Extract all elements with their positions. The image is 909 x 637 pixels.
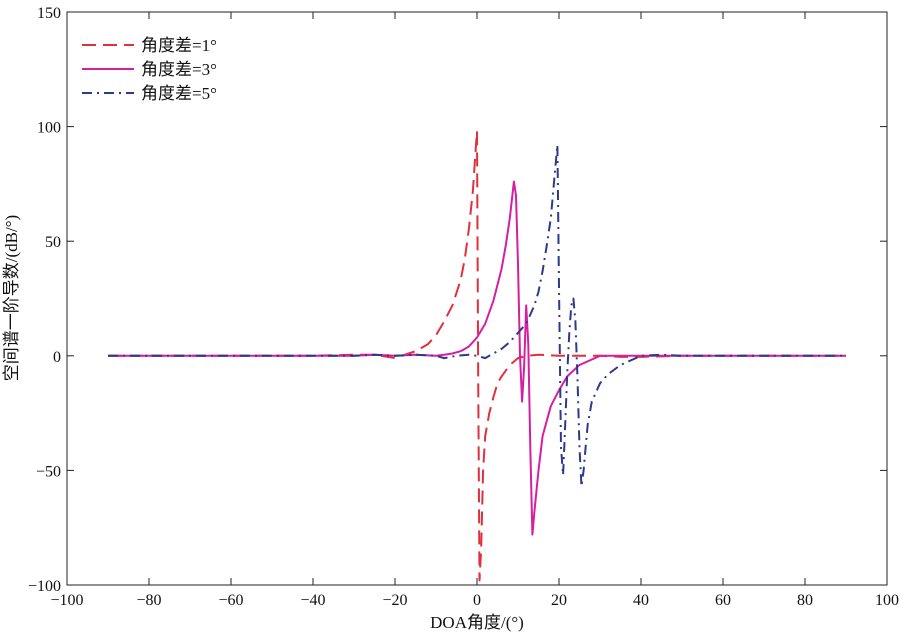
x-tick-label: −40 — [300, 592, 325, 609]
y-tick-label: 0 — [53, 349, 61, 366]
legend: 角度差=1° 角度差=3° 角度差=5° — [82, 36, 217, 103]
legend-label-2: 角度差=3° — [141, 60, 217, 79]
legend-label-1: 角度差=1° — [141, 36, 217, 55]
x-tick-label: 0 — [473, 592, 481, 609]
x-tick-label: −100 — [50, 592, 83, 609]
y-tick-label: −100 — [28, 578, 61, 595]
legend-label-3: 角度差=5° — [141, 84, 217, 103]
x-tick-label: 40 — [633, 592, 649, 609]
x-axis-label: DOA角度/(°) — [430, 613, 524, 632]
series-line-2 — [108, 180, 846, 536]
x-tick-label: −20 — [382, 592, 407, 609]
x-tick-label: 100 — [875, 592, 899, 609]
series-line-1 — [108, 130, 846, 582]
y-tick-label: 50 — [45, 234, 61, 251]
x-tick-label: −60 — [218, 592, 243, 609]
plot-area — [66, 11, 888, 586]
y-tick-label: −50 — [36, 463, 61, 480]
x-tick-label: 60 — [715, 592, 731, 609]
y-tick-label: 100 — [37, 120, 61, 137]
x-tick-label: 80 — [797, 592, 813, 609]
series-lines — [108, 130, 846, 582]
y-tick-label: 150 — [37, 5, 61, 22]
axis-ticks: −100 −80 −60 −40 −20 0 20 40 60 80 100 −100 −50 0 50 10… — [28, 5, 899, 609]
y-axis-label: 空间谱一阶导数/(dB/°) — [2, 215, 21, 381]
series-line-3 — [108, 143, 846, 488]
x-tick-label: −80 — [136, 592, 161, 609]
x-tick-label: 20 — [551, 592, 567, 609]
